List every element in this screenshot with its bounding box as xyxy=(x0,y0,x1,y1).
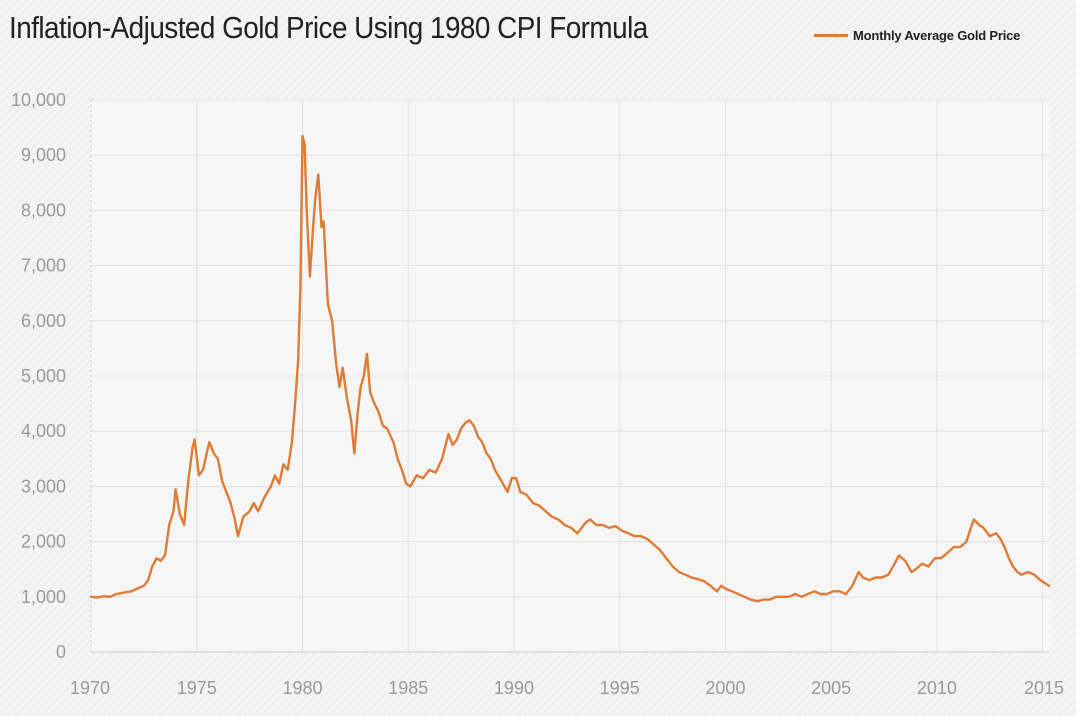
y-tick-label: 0 xyxy=(56,642,66,662)
x-tick-label: 2015 xyxy=(1024,678,1064,698)
y-tick-label: 7,000 xyxy=(21,256,66,276)
x-axis-tick-labels: 1970 1975 1980 1985 1990 1995 2000 2005 2010 2015 xyxy=(70,678,1064,698)
chart-title: Inflation-Adjusted Gold Price Using 1980… xyxy=(9,10,648,45)
y-tick-label: 1,000 xyxy=(21,587,66,607)
y-axis-tick-labels: 0 1,000 2,000 3,000 4,000 5,000 6,000 7,000 8,00… xyxy=(11,90,66,662)
y-tick-label: 9,000 xyxy=(21,145,66,165)
y-tick-label: 10,000 xyxy=(11,90,66,110)
series-layer xyxy=(89,134,1051,603)
chart-legend: Monthly Average Gold Price xyxy=(814,28,1020,43)
x-tick-label: 1990 xyxy=(494,678,534,698)
x-tick-label: 1975 xyxy=(177,678,217,698)
y-tick-label: 2,000 xyxy=(21,532,66,552)
y-tick-label: 8,000 xyxy=(21,200,66,220)
legend-label: Monthly Average Gold Price xyxy=(853,28,1021,43)
x-tick-label: 2010 xyxy=(917,678,957,698)
y-tick-label: 6,000 xyxy=(21,311,66,331)
x-tick-label: 1980 xyxy=(282,678,322,698)
x-tick-label: 2005 xyxy=(811,678,851,698)
y-tick-label: 4,000 xyxy=(21,421,66,441)
y-tick-label: 5,000 xyxy=(21,366,66,386)
legend-line-swatch xyxy=(814,34,848,37)
x-tick-label: 1995 xyxy=(600,678,640,698)
y-tick-label: 3,000 xyxy=(21,476,66,496)
series-line-monthly-average-gold-price xyxy=(89,134,1051,603)
x-tick-label: 2000 xyxy=(705,678,745,698)
horizontal-gridlines xyxy=(90,99,1049,653)
x-tick-label: 1970 xyxy=(70,678,110,698)
x-tick-label: 1985 xyxy=(388,678,428,698)
